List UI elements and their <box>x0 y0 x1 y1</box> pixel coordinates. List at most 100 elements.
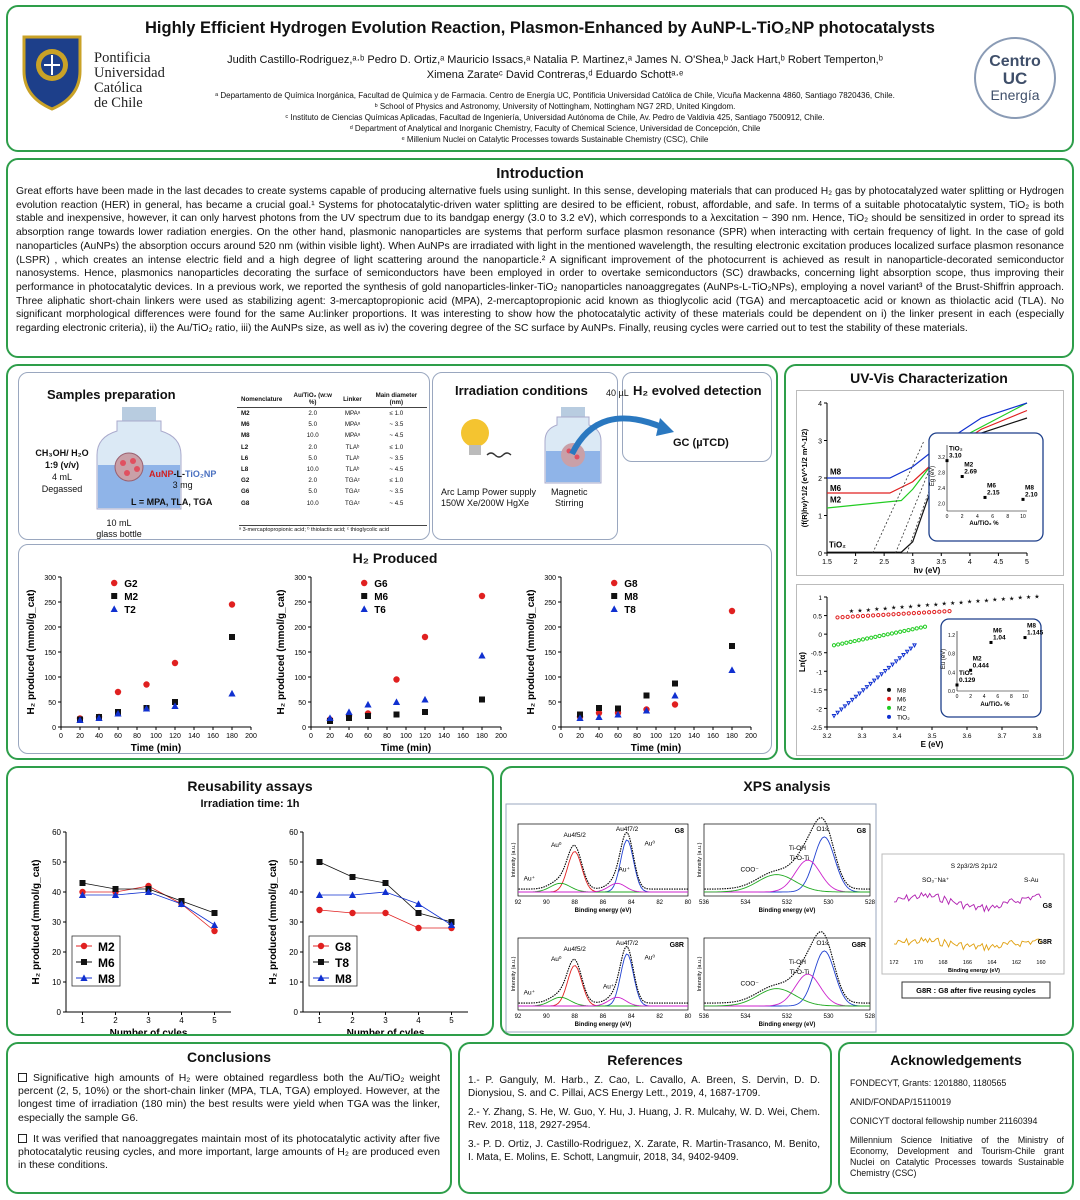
urbach-point: ★ <box>975 598 980 605</box>
x-tick-label: 3 <box>911 559 915 566</box>
experimental-spectrum <box>703 931 871 1004</box>
x-axis-label: Binding energy (eV) <box>759 1022 816 1028</box>
urbach-point <box>906 611 911 616</box>
table-row: L2 2.0 TLAᵇ ≤ 1.0 <box>237 442 427 453</box>
table-cell: TGAᶜ <box>344 488 360 496</box>
x-tick-label: 82 <box>656 900 663 906</box>
table-cell: MPAᵃ <box>344 432 361 440</box>
series-label: M8 <box>830 467 842 476</box>
data-point-T8 <box>316 859 323 865</box>
data-point-M6 <box>346 715 352 721</box>
urbach-point: ★ <box>866 607 871 614</box>
urbach-point <box>911 611 916 616</box>
peak-label: COO⁻ <box>741 981 760 988</box>
data-point-T6 <box>345 708 353 715</box>
y-tick-label: 0.5 <box>813 614 822 621</box>
sample-label: G8 <box>1043 903 1052 910</box>
x-axis-label: hν (eV) <box>914 566 941 575</box>
header-panel: Pontificia Universidad Católica de Chile… <box>6 5 1074 152</box>
x-tick-label: 5 <box>1025 559 1029 566</box>
x-tick-label: 3.6 <box>962 733 971 740</box>
urbach-point <box>838 707 844 713</box>
table-cell: ~ 4.5 <box>389 432 404 440</box>
x-tick-label: 180 <box>726 733 738 740</box>
spectrum-frame <box>517 937 689 1011</box>
x-tick-label: 90 <box>543 1014 550 1020</box>
peak-label: Au⁰ <box>551 841 562 849</box>
x-tick-label: 60 <box>114 733 122 740</box>
centro-text: Energía <box>990 87 1040 103</box>
peak-label: Au⁰ <box>644 954 655 962</box>
table-cell: 2.0 <box>308 443 318 451</box>
data-point-M6 <box>365 713 371 719</box>
data-point-M8 <box>414 900 423 907</box>
univ-line: de Chile <box>94 95 143 111</box>
table-cell: L6 <box>241 454 249 462</box>
spectrum-frame <box>703 823 871 897</box>
y-tick-label: 100 <box>544 675 556 682</box>
data-point-G6 <box>478 592 486 600</box>
x-tick-label: 534 <box>740 900 751 906</box>
affiliations: ᵃ Departamento de Química Inorgánica, Fa… <box>178 90 932 145</box>
urbach-point: ★ <box>1017 595 1022 602</box>
urbach-point <box>912 643 917 648</box>
urbach-point: ★ <box>958 599 963 606</box>
lamp-icon <box>461 419 512 458</box>
y-axis-label: (f(R)hν)^1/2 (eV^1/2 m^-1/2) <box>800 428 809 527</box>
data-point-T2 <box>228 689 236 697</box>
x-axis-label: E (eV) <box>921 740 944 749</box>
data-point-M2 <box>172 699 178 705</box>
data-point-M6 <box>479 696 485 703</box>
urbach-point: ★ <box>849 608 854 615</box>
bottle-vol: 10 mL <box>106 518 132 528</box>
urbach-point <box>882 669 888 674</box>
inset-point-name: TiO₂ <box>949 446 963 453</box>
urbach-point <box>876 613 881 618</box>
fit-component <box>703 988 871 1007</box>
table-cell: 5.0 <box>308 488 318 496</box>
data-point-T8 <box>349 874 356 880</box>
conclusion-item: Significative high amounts of H₂ were ob… <box>18 1072 440 1125</box>
x-tick-label: 200 <box>495 733 507 740</box>
urbach-point <box>947 609 952 614</box>
urbach-point: ★ <box>984 597 989 604</box>
y-tick-label: 150 <box>44 650 56 657</box>
legend-label: M6 <box>897 696 906 703</box>
urbach-point <box>868 681 874 687</box>
x-tick-label: 84 <box>628 900 635 906</box>
urbach-point <box>906 627 911 633</box>
x-axis-label: Binding energy (eV) <box>759 908 816 914</box>
data-point-G2 <box>228 601 236 608</box>
y-tick-label: 1 <box>818 595 822 602</box>
data-point-T6 <box>392 698 401 705</box>
x-tick-label: 528 <box>865 900 876 906</box>
inset-point-value: 3.10 <box>949 453 962 460</box>
data-point-M6 <box>211 910 218 916</box>
series-line-M8 <box>82 891 215 926</box>
h2-produced-box: H₂ Produced 0 20 40 60 80 100 120 140 160 180 200 0… <box>18 544 772 754</box>
xps-panel: XPS analysis 92 90 88 86 84 82 80 Binding energ… <box>500 766 1074 1036</box>
urbach-point <box>831 713 837 719</box>
data-point-M8 <box>144 888 153 895</box>
data-point-T8 <box>728 666 736 673</box>
samples-table: Nomenclature Au/TiO₂ (w:w %) Linker Main… <box>237 391 427 509</box>
data-point-G2 <box>171 659 179 667</box>
data-point-M8 <box>672 680 678 687</box>
x-tick-label: 166 <box>963 960 972 966</box>
y-tick-label: 50 <box>298 700 306 707</box>
inset-x-tick: 2 <box>969 694 972 700</box>
peak-label: Ti-O-Ti <box>790 969 810 976</box>
data-point-G2 <box>114 688 122 696</box>
authors: Judith Castillo-Rodriguez,ᵃ·ᵇ Pedro D. O… <box>178 53 932 83</box>
y-tick-label: 250 <box>44 600 56 607</box>
table-cell: 2.0 <box>308 477 318 485</box>
authors-line: Ximena Zarateᶜ David Contreras,ᵈ Eduardo… <box>426 69 684 81</box>
inset-point-value: 2.15 <box>987 489 1000 496</box>
legend-box <box>308 935 358 987</box>
urbach-point <box>914 626 919 631</box>
data-point-G8 <box>382 909 389 917</box>
inset-y-tick: 0.8 <box>948 652 955 658</box>
urbach-point <box>901 653 906 658</box>
inset-y-tick: 2.8 <box>938 470 945 476</box>
y-tick-label: -2.5 <box>811 725 823 732</box>
